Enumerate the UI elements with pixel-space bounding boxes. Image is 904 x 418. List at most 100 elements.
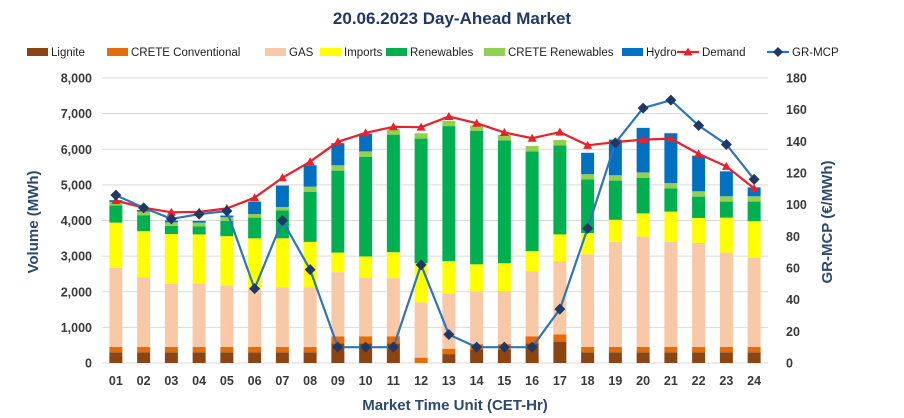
bar-lignite (553, 341, 567, 363)
bar-hydro (192, 220, 206, 223)
bar-imports (220, 236, 234, 286)
bar-lignite (497, 349, 511, 363)
bar-crete-conventional (386, 336, 400, 344)
bar-hydro (303, 165, 317, 187)
x-tick-label: 09 (331, 374, 345, 388)
bar-renewables (470, 130, 484, 265)
bar-crete-renewables (719, 196, 733, 202)
bar-gas (109, 267, 123, 347)
legend-label: Lignite (51, 47, 85, 59)
bar-imports (386, 252, 400, 279)
bar-imports (664, 211, 678, 242)
bar-hydro (719, 171, 733, 197)
x-tick-label: 18 (581, 374, 595, 388)
bar-lignite (636, 352, 650, 363)
y2-tick-label: 120 (786, 167, 807, 181)
bar-gas (386, 278, 400, 337)
bar-crete-renewables (636, 172, 650, 178)
bar-crete-renewables (581, 174, 595, 180)
bar-crete-renewables (137, 211, 151, 216)
demand-point (388, 122, 398, 131)
legend-label: Demand (702, 47, 745, 59)
x-tick-label: 07 (275, 374, 289, 388)
demand-point (527, 133, 537, 142)
bar-crete-conventional (636, 346, 650, 353)
legend-label: CRETE Conventional (131, 47, 240, 59)
demand-point (638, 135, 648, 144)
bar-imports (470, 264, 484, 292)
series-lines (110, 94, 760, 353)
x-tick-label: 24 (747, 374, 761, 388)
bar-crete-renewables (747, 196, 761, 202)
bar-imports (331, 252, 345, 273)
legend-item-crete-renewables: CRETE Renewables (484, 47, 614, 59)
bar-hydro (359, 133, 373, 152)
bar-gas (220, 285, 234, 347)
x-tick-label: 11 (387, 374, 400, 388)
bar-lignite (220, 352, 234, 363)
x-tick-label: 10 (359, 374, 373, 388)
bar-renewables (747, 201, 761, 222)
bar-hydro (331, 143, 345, 166)
mcp-point (110, 189, 122, 201)
mcp-point (693, 120, 705, 131)
x-tick-label: 13 (442, 374, 456, 388)
bar-imports (747, 221, 761, 258)
mcp-point (748, 173, 760, 185)
bar-gas (303, 287, 317, 347)
bar-imports (109, 222, 123, 268)
y-tick-label: 5,000 (61, 178, 92, 192)
bar-imports (442, 261, 456, 294)
bar-renewables (109, 205, 123, 223)
y2-tick-label: 180 (786, 72, 807, 86)
demand-point (333, 137, 343, 146)
bar-renewables (636, 177, 650, 214)
bar-crete-renewables (275, 206, 289, 211)
bar-renewables (664, 188, 678, 212)
demand-point (749, 183, 759, 192)
bar-renewables (220, 220, 234, 237)
y2-tick-label: 80 (786, 230, 800, 244)
y2-tick-label: 40 (786, 293, 800, 307)
bar-hydro (248, 201, 262, 215)
bar-crete-renewables (608, 175, 622, 181)
bar-renewables (442, 126, 456, 262)
bar-gas (719, 252, 733, 347)
bar-imports (608, 219, 622, 242)
bar-gas (137, 277, 151, 347)
legend-swatch (622, 48, 643, 56)
mcp-point (304, 264, 316, 276)
legend-item-crete-conventional: CRETE Conventional (107, 47, 240, 59)
bar-crete-conventional (692, 346, 706, 353)
y2-tick-label: 100 (786, 198, 807, 212)
bar-renewables (692, 196, 706, 219)
bar-gas (636, 236, 650, 347)
bar-hydro (608, 139, 622, 176)
bar-gas (248, 288, 262, 347)
bar-crete-conventional (164, 346, 178, 353)
bar-lignite (303, 352, 317, 363)
mcp-point (582, 222, 594, 234)
bar-imports (719, 217, 733, 253)
bar-hydro (636, 127, 650, 173)
legend-marker (683, 47, 693, 56)
legend-label: Hydro (646, 47, 677, 59)
y2-axis-ticks: 0 20 40 60 80 100 120 140 160 180 (786, 72, 807, 371)
demand-point (472, 118, 482, 127)
x-axis-ticks: 01 02 03 04 05 06 07 08 09 10 11 12 13 14 15 16 17 18 19 20… (109, 374, 761, 388)
mcp-point (221, 205, 233, 217)
bar-renewables (497, 140, 511, 264)
bar-gas (414, 302, 428, 358)
bar-crete-renewables (692, 191, 706, 197)
demand-point (694, 149, 704, 158)
bar-crete-conventional (359, 336, 373, 344)
bar-crete-renewables (192, 222, 206, 227)
bar-imports (137, 231, 151, 278)
bar-crete-renewables (303, 186, 317, 192)
y2-tick-label: 0 (786, 357, 793, 371)
bar-crete-renewables (525, 146, 539, 152)
legend-label: GAS (289, 47, 314, 59)
y-tick-label: 2,000 (61, 285, 92, 299)
x-tick-label: 12 (414, 374, 428, 388)
